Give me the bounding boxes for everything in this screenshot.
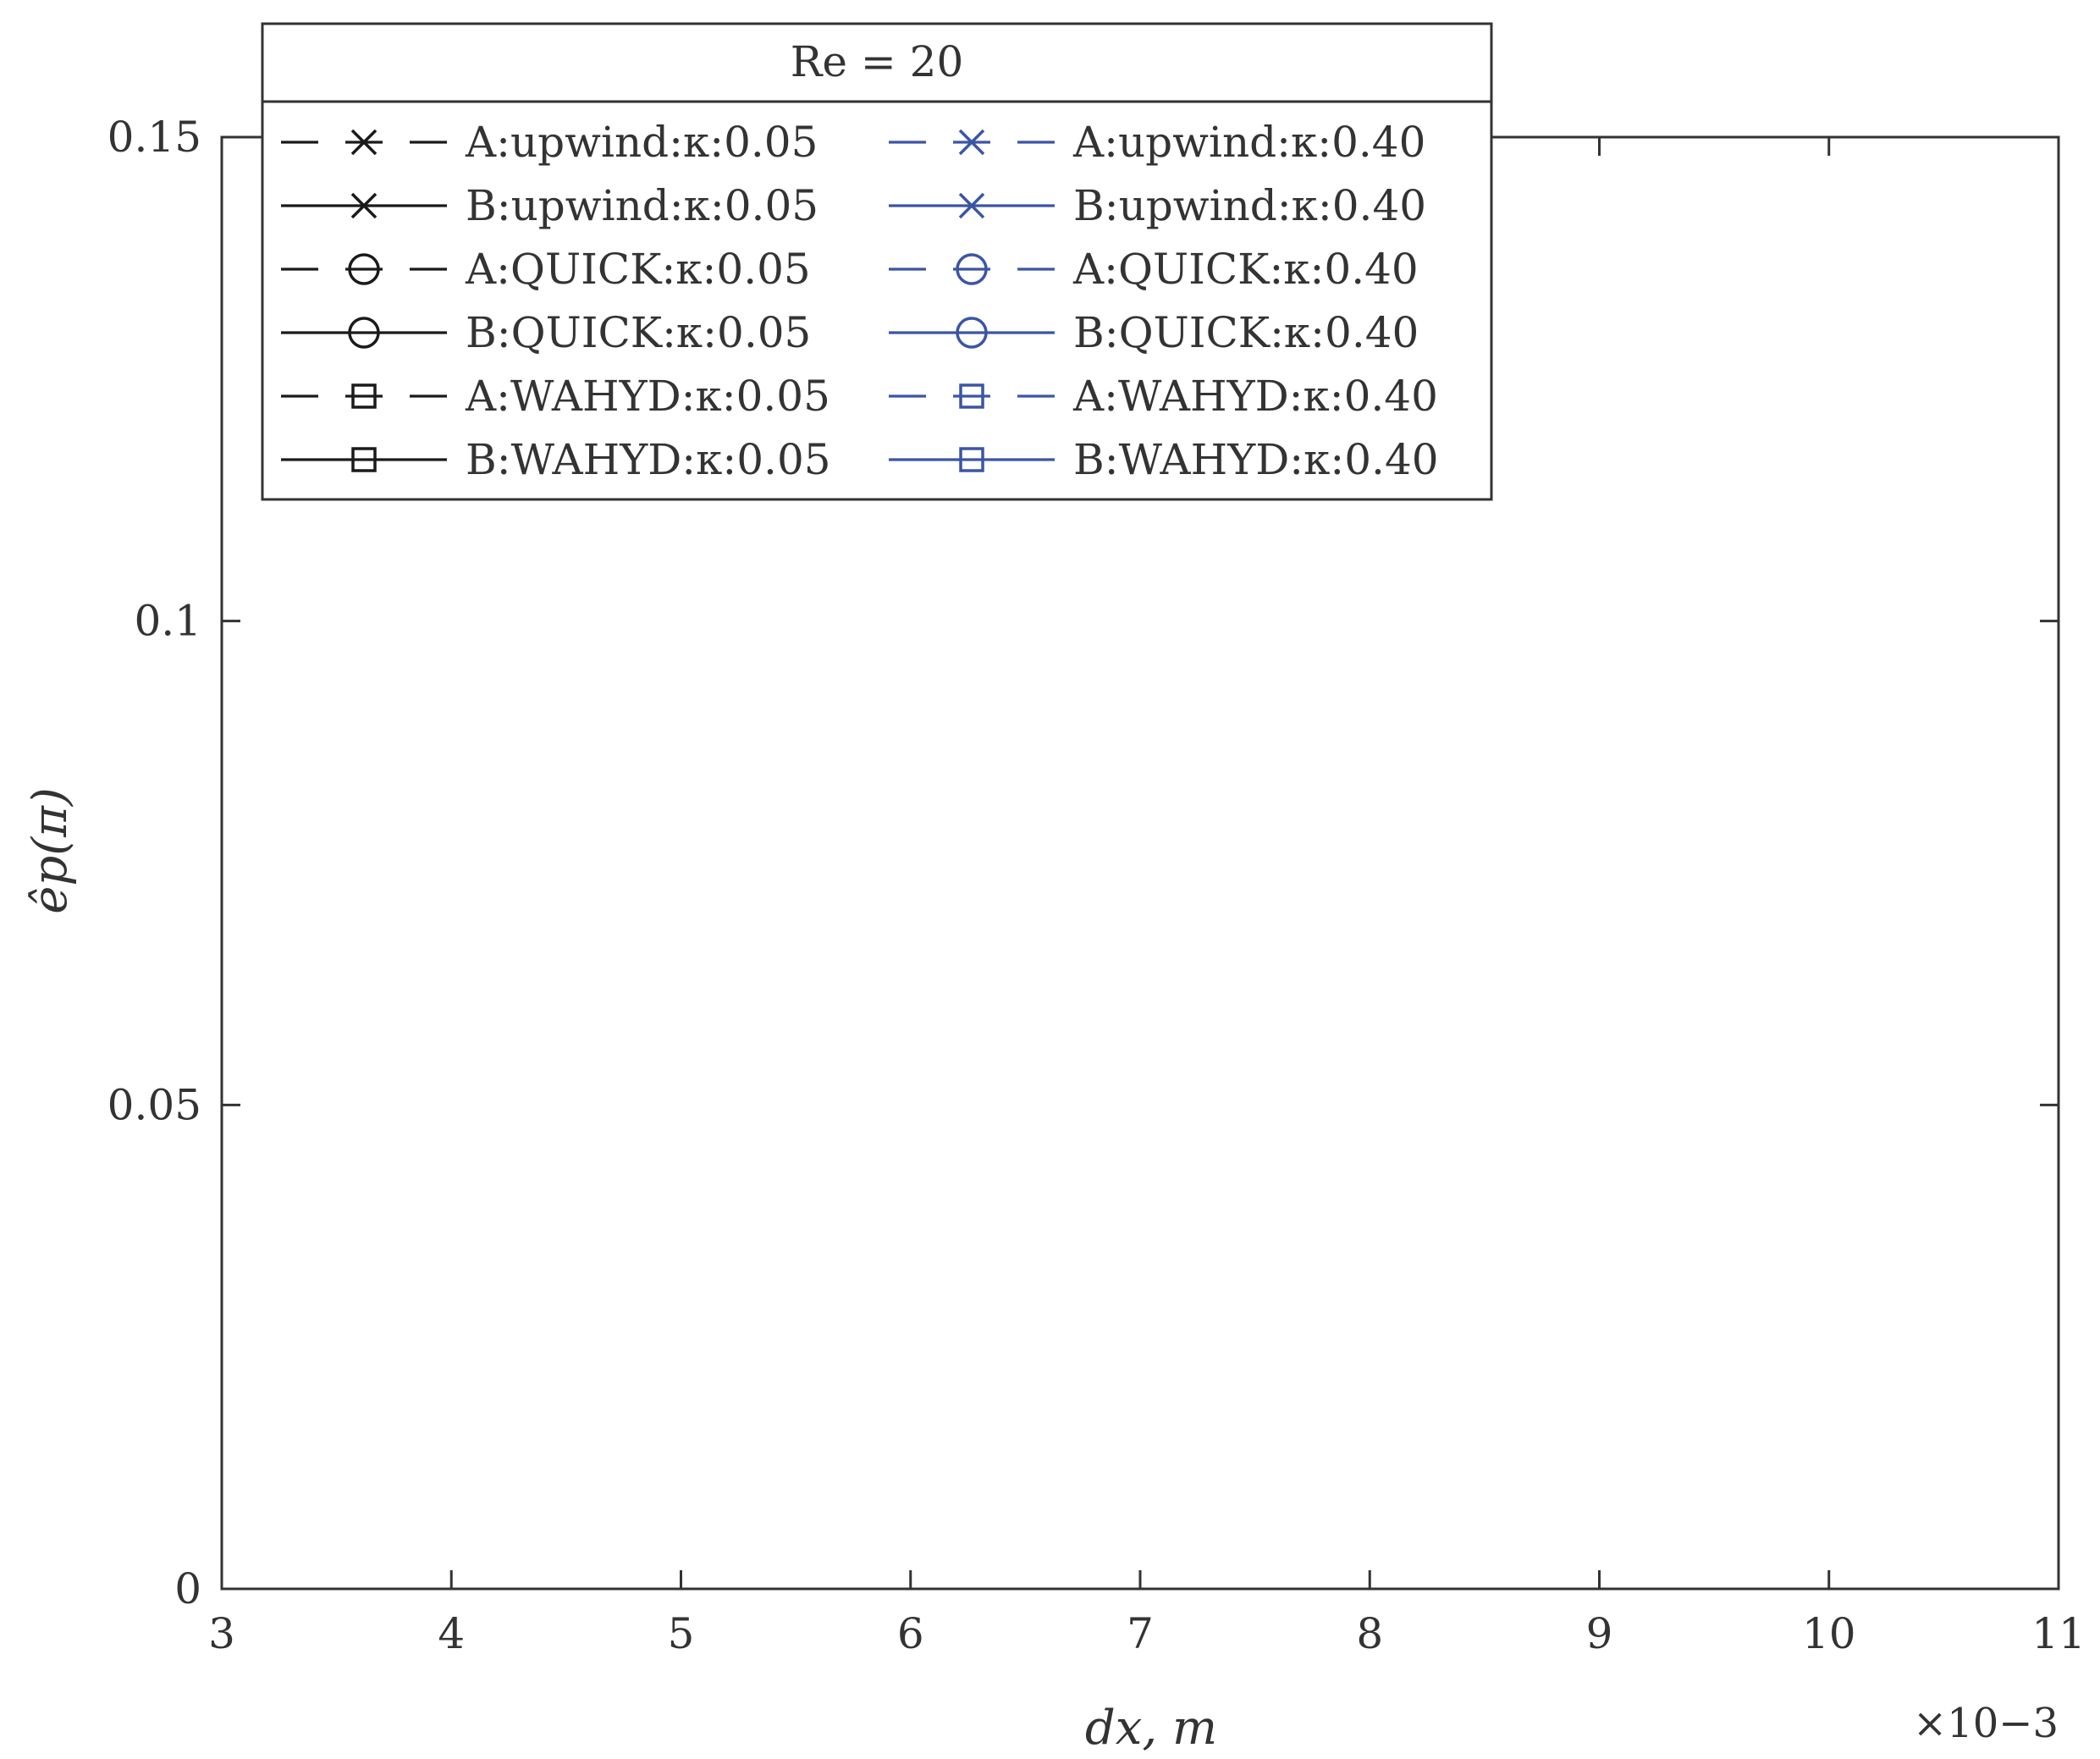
x-tick-label: 8 [1356, 1609, 1383, 1658]
legend-marker [350, 129, 378, 156]
legend-entry: A:upwind:κ:0.40 [889, 118, 1425, 167]
legend-marker [958, 192, 985, 219]
legend-label: B:QUICK:κ:0.05 [466, 308, 811, 357]
x-tick-label: 3 [208, 1609, 235, 1658]
legend-box [261, 22, 1493, 501]
legend-label: A:upwind:κ:0.40 [1072, 118, 1425, 167]
legend-marker [350, 192, 378, 219]
legend-label: B:upwind:κ:0.40 [1073, 181, 1426, 230]
y-axis-label: êp(π) [23, 787, 78, 914]
legend-label: A:QUICK:κ:0.40 [1072, 245, 1419, 294]
x-tick-label: 7 [1127, 1609, 1154, 1658]
legend-entry: A:WAHYD:κ:0.40 [889, 372, 1438, 421]
legend-label: A:WAHYD:κ:0.40 [1072, 372, 1438, 421]
legend-entry: A:QUICK:κ:0.40 [889, 245, 1419, 294]
y-tick-label: 0.1 [134, 597, 201, 646]
legend-label: A:WAHYD:κ:0.05 [465, 372, 830, 421]
x-tick-label: 5 [668, 1609, 695, 1658]
legend-entry: A:QUICK:κ:0.05 [281, 245, 811, 294]
legend-label: A:QUICK:κ:0.05 [465, 245, 811, 294]
legend-entry: B:upwind:κ:0.40 [889, 181, 1426, 230]
legend-label: B:upwind:κ:0.05 [466, 181, 819, 230]
legend-marker [351, 383, 377, 409]
x-tick-label: 10 [1802, 1609, 1856, 1658]
legend-entry: A:upwind:κ:0.05 [281, 118, 818, 167]
x-tick-label: 4 [438, 1609, 465, 1658]
legend: Re = 20 A:upwind:κ:0.05 B:upwind:κ:0.05 A:Q… [261, 22, 1493, 501]
x-axis-label: dx, m [1085, 1701, 1217, 1756]
legend-marker [959, 383, 984, 409]
legend-label: B:WAHYD:κ:0.05 [466, 435, 831, 484]
legend-entry: A:WAHYD:κ:0.05 [281, 372, 830, 421]
legend-marker [956, 317, 988, 349]
legend-title: Re = 20 [791, 37, 964, 86]
legend-entry: B:WAHYD:κ:0.05 [281, 435, 831, 484]
legend-marker [959, 447, 984, 472]
legend-marker [958, 129, 985, 156]
legend-entry: B:WAHYD:κ:0.40 [889, 435, 1439, 484]
legend-entry: B:QUICK:κ:0.05 [281, 308, 811, 357]
legend-label: B:QUICK:κ:0.40 [1073, 308, 1419, 357]
legend-label: B:WAHYD:κ:0.40 [1073, 435, 1439, 484]
y-tick-label: 0.15 [107, 113, 201, 162]
legend-marker [348, 253, 380, 285]
x-tick-label: 11 [2031, 1609, 2086, 1658]
x-tick-label: 9 [1586, 1609, 1613, 1658]
legend-marker [956, 253, 988, 285]
legend-entry: B:upwind:κ:0.05 [281, 181, 819, 230]
legend-label: A:upwind:κ:0.05 [465, 118, 818, 167]
legend-marker [351, 447, 377, 472]
y-tick-label: 0.05 [107, 1080, 201, 1129]
legend-marker [348, 317, 380, 349]
x-axis-exponent-label: ×10−3 [1913, 1700, 2059, 1747]
x-tick-label: 6 [897, 1609, 924, 1658]
y-tick-label: 0 [174, 1564, 201, 1613]
legend-entry: B:QUICK:κ:0.40 [889, 308, 1419, 357]
